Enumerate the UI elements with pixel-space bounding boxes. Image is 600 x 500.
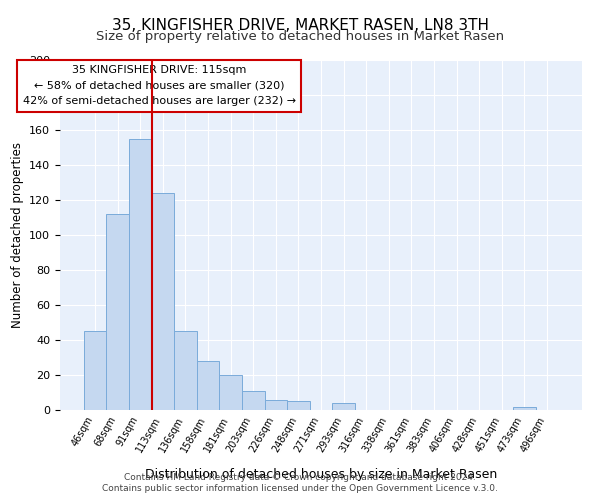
Bar (265, 400, 287, 410)
Text: 35, KINGFISHER DRIVE, MARKET RASEN, LN8 3TH: 35, KINGFISHER DRIVE, MARKET RASEN, LN8 … (112, 18, 488, 32)
Bar (106, 214, 129, 410)
Bar (287, 401, 310, 410)
Text: Contains public sector information licensed under the Open Government Licence v.: Contains public sector information licen… (102, 484, 498, 493)
Text: Size of property relative to detached houses in Market Rasen: Size of property relative to detached ho… (96, 30, 504, 43)
Bar (197, 361, 220, 410)
Bar (332, 403, 355, 410)
Bar (129, 139, 152, 410)
Bar (220, 375, 242, 410)
Bar (513, 406, 536, 410)
Bar (152, 193, 174, 410)
Text: Contains HM Land Registry data © Crown copyright and database right 2024.: Contains HM Land Registry data © Crown c… (124, 473, 476, 482)
Bar (84, 331, 106, 410)
Text: 35 KINGFISHER DRIVE: 115sqm
← 58% of detached houses are smaller (320)
42% of se: 35 KINGFISHER DRIVE: 115sqm ← 58% of det… (23, 66, 296, 106)
Y-axis label: Number of detached properties: Number of detached properties (11, 142, 23, 328)
X-axis label: Distribution of detached houses by size in Market Rasen: Distribution of detached houses by size … (145, 468, 497, 481)
Bar (174, 331, 197, 410)
Bar (242, 391, 265, 410)
